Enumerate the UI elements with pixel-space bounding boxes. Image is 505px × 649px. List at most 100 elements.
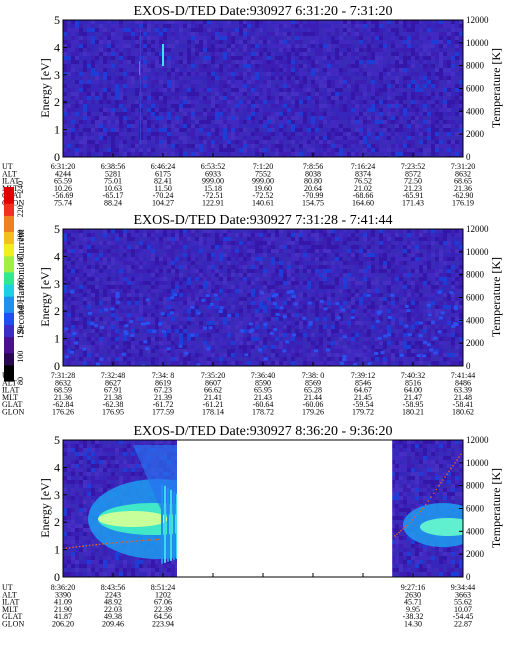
spectrogram-cell xyxy=(219,265,223,269)
spectrogram-cell xyxy=(131,48,135,52)
spectrogram-cell xyxy=(327,132,331,136)
spectrogram-cell xyxy=(211,269,215,273)
spectrogram-cell xyxy=(115,100,119,104)
spectrogram-cell xyxy=(427,68,431,72)
spectrogram-cell xyxy=(163,249,167,253)
spectrogram-cell xyxy=(415,68,419,72)
spectrogram-cell xyxy=(319,237,323,241)
spectrogram-cell xyxy=(223,72,227,76)
spectrogram-cell xyxy=(263,229,267,233)
table-cell: 6175 xyxy=(155,169,171,178)
spectrogram-cell xyxy=(263,60,267,64)
spectrogram-cell xyxy=(351,88,355,92)
spectrogram-cell xyxy=(407,40,411,44)
spectrogram-cell xyxy=(135,148,139,152)
spectrogram-cell xyxy=(327,116,331,120)
spectrogram-cell xyxy=(275,144,279,148)
spectrogram-cell xyxy=(123,84,127,88)
spectrogram-cell xyxy=(255,48,259,52)
spectrogram-cell xyxy=(411,140,415,144)
spectrogram-cell xyxy=(67,60,71,64)
spectrogram-cell xyxy=(175,257,179,261)
spectrogram-cell xyxy=(199,92,203,96)
spectrogram-cell xyxy=(67,28,71,32)
spectrogram-cell xyxy=(111,84,115,88)
spectrogram-cell xyxy=(215,60,219,64)
spectrogram-cell xyxy=(155,116,159,120)
spectrogram-cell xyxy=(323,64,327,68)
spectrogram-cell xyxy=(103,233,107,237)
spectrogram-cell xyxy=(67,273,71,277)
spectrogram-cell xyxy=(279,44,283,48)
spectrogram-cell xyxy=(71,20,75,24)
spectrogram-cell xyxy=(323,28,327,32)
spectrogram-cell xyxy=(235,28,239,32)
spectrogram-cell xyxy=(311,56,315,60)
spectrogram-cell xyxy=(119,24,123,28)
spectrogram-cell xyxy=(63,64,67,68)
spectrogram-cell xyxy=(171,124,175,128)
spectrogram-cell xyxy=(231,269,235,273)
spectrogram-cell xyxy=(175,56,179,60)
spectrogram-cell xyxy=(447,32,451,36)
spectrogram-cell xyxy=(327,124,331,128)
spectrogram-cell xyxy=(223,24,227,28)
spectrogram-cell xyxy=(127,108,131,112)
spectrogram-cell xyxy=(435,80,439,84)
spectrogram-cell xyxy=(359,28,363,32)
spectrogram-cell xyxy=(159,136,163,140)
spectrogram-cell xyxy=(355,136,359,140)
spectrogram-cell xyxy=(459,20,463,24)
spectrogram-cell xyxy=(451,277,455,281)
spectrogram-cell xyxy=(319,249,323,253)
spectrogram-cell xyxy=(211,233,215,237)
spectrogram-cell xyxy=(375,116,379,120)
spectrogram-cell xyxy=(235,237,239,241)
spectrogram-cell xyxy=(199,100,203,104)
spectrogram-cell xyxy=(323,60,327,64)
spectrogram-cell xyxy=(67,124,71,128)
spectrogram-cell xyxy=(307,28,311,32)
spectrogram-cell xyxy=(443,48,447,52)
spectrogram-cell xyxy=(247,36,251,40)
spectrogram-cell xyxy=(239,132,243,136)
spectrogram-cell xyxy=(347,104,351,108)
spectrogram-cell xyxy=(195,108,199,112)
spectrogram-cell xyxy=(99,265,103,269)
spectrogram-cell xyxy=(223,233,227,237)
spectrogram-cell xyxy=(303,108,307,112)
spectrogram-cell xyxy=(327,80,331,84)
spectrogram-cell xyxy=(147,152,151,156)
spectrogram-cell xyxy=(327,245,331,249)
spectrogram-cell xyxy=(107,241,111,245)
spectrogram-cell xyxy=(111,245,115,249)
spectrogram-cell xyxy=(179,80,183,84)
spectrogram-cell xyxy=(203,281,207,285)
spectrogram-cell xyxy=(327,96,331,100)
spectrogram-cell xyxy=(83,253,87,257)
spectrogram-cell xyxy=(331,265,335,269)
spectrogram-cell xyxy=(323,100,327,104)
spectrogram-cell xyxy=(423,60,427,64)
spectrogram-cell xyxy=(247,96,251,100)
spectrogram-cell xyxy=(391,36,395,40)
spectrogram-cell xyxy=(227,241,231,245)
spectrogram-cell xyxy=(355,265,359,269)
spectrogram-cell xyxy=(251,245,255,249)
spectrogram-cell xyxy=(411,253,415,257)
spectrogram-cell xyxy=(151,32,155,36)
spectrogram-cell xyxy=(295,116,299,120)
spectrogram-cell xyxy=(231,100,235,104)
spectrogram-cell xyxy=(327,273,331,277)
spectrogram-cell xyxy=(223,128,227,132)
table-cell: 7:31:20 xyxy=(451,162,475,171)
spectrogram-cell xyxy=(147,96,151,100)
spectrogram-cell xyxy=(279,72,283,76)
spectrogram-cell xyxy=(283,44,287,48)
spectrogram-cell xyxy=(443,108,447,112)
spectrogram-cell xyxy=(191,32,195,36)
spectrogram-cell xyxy=(427,269,431,273)
spectrogram-cell xyxy=(319,92,323,96)
spectrogram-cell xyxy=(67,36,71,40)
spectrogram-cell xyxy=(287,152,291,156)
